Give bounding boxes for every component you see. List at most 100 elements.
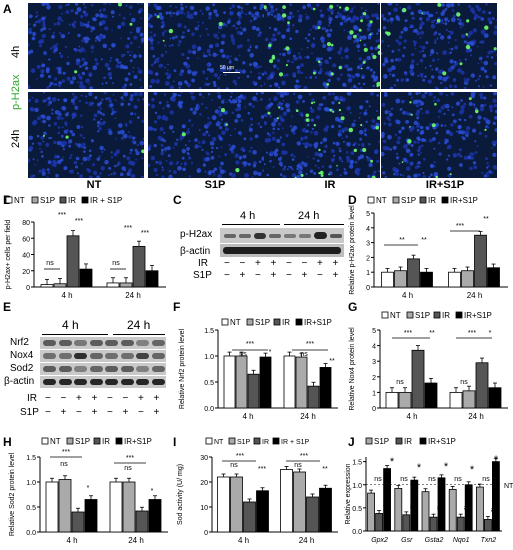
legend-swatch [441, 196, 449, 204]
panel-label-f: F [173, 300, 181, 314]
y-tick-label: 30 [200, 455, 208, 462]
blot-e-protein-sod2: Sod2 [10, 363, 34, 374]
micrograph-s1p-24h [148, 92, 264, 178]
y-tick-label: 4 [366, 226, 370, 233]
blot-c-time-4h: 4 h [240, 210, 256, 222]
blot-c-protein-ph2ax: p-H2ax [180, 229, 213, 240]
significance-label: * [87, 485, 90, 492]
bar [420, 271, 433, 288]
x-tick-label: 24 h [128, 536, 144, 545]
legend-swatch [228, 437, 236, 445]
significance-label: # [491, 507, 495, 514]
legend-swatch [272, 437, 280, 445]
bar [407, 258, 420, 288]
bar [217, 476, 230, 533]
y-tick-label: 60 [22, 236, 30, 243]
bar [475, 362, 489, 409]
bar [235, 355, 248, 409]
sign: + [153, 407, 160, 418]
y-tick-label: 0 [204, 530, 208, 537]
y-axis-label: Relative Sod2 protein level [9, 452, 16, 536]
bar [295, 356, 308, 409]
bar [383, 468, 391, 532]
col-label-nt: NT [86, 179, 102, 191]
legend-swatch [406, 311, 414, 319]
bar [79, 268, 93, 288]
sign: − [60, 393, 67, 404]
blot-c-s1p-label: S1P [193, 270, 212, 281]
x-tick-label: 4 h [66, 536, 77, 545]
panel-label-j: J [348, 435, 355, 449]
y-axis-label: Relative p-H2ax protein level [349, 205, 356, 295]
bar [411, 349, 425, 409]
chart-b: 0 20 40 60 80 p-H2ax+ cells per field 4 h 24 h N… [5, 196, 166, 300]
legend-label: S1P [75, 437, 90, 446]
blot-e-line-24h [113, 334, 165, 335]
y-tick-label: 1.5 [352, 460, 362, 467]
sign: − [301, 258, 308, 269]
scale-bar [223, 72, 240, 73]
y-tick-label: 0.5 [204, 380, 214, 387]
sign: − [255, 270, 261, 281]
y-tick-label: 0 [26, 285, 30, 292]
micrograph-ir-s1p-24h [381, 92, 497, 178]
blot-c-time-24h: 24 h [298, 210, 320, 222]
significance-label: ** [421, 237, 427, 244]
significance-label: * [489, 330, 492, 337]
micrograph-ir-24h [264, 92, 380, 178]
significance-label: ** [483, 216, 489, 223]
x-tick-label: Gpx2 [371, 537, 388, 544]
significance-label: ns [400, 476, 408, 483]
bar [40, 284, 54, 288]
legend-swatch [66, 437, 74, 445]
legend-label: IR [102, 437, 110, 446]
y-tick-label: 80 [22, 220, 30, 227]
y-tick-label: 1.0 [26, 480, 36, 487]
bar [145, 270, 159, 288]
sign: − [122, 393, 129, 404]
legend-label: NT [230, 318, 241, 327]
sign: − [76, 407, 82, 418]
blot-c-ir-label: IR [198, 258, 208, 269]
legend-label: IR+S1P [124, 437, 152, 446]
legend-label: IR [428, 196, 436, 205]
x-tick-label: Gsr [401, 537, 413, 544]
blot-e-time-4h: 4 h [62, 318, 79, 332]
panel-label-i: I [173, 435, 177, 449]
y-axis-label: Relative Nrf2 protein level [179, 328, 186, 409]
significance-label: *** [468, 330, 476, 337]
chart-d: 0 1 2 3 4 5 Relative p-H2ax protein level 4 h 24… [349, 196, 508, 300]
col-label-irs1p: IR+S1P [425, 179, 465, 191]
bar [487, 267, 500, 288]
bar [283, 355, 296, 409]
sign: + [332, 258, 339, 269]
legend-swatch [31, 196, 39, 204]
blot-c-line-24h [284, 224, 344, 225]
sign: − [45, 407, 51, 418]
y-tick-label: 0 [372, 406, 376, 413]
sign: − [286, 258, 292, 269]
significance-label: * [494, 454, 499, 466]
significance-label: * [417, 462, 422, 474]
significance-label: *** [300, 453, 308, 460]
y-tick-label: 0.0 [204, 406, 214, 413]
bar [319, 487, 332, 533]
sign: − [224, 270, 230, 281]
blot-e-line-4h [42, 334, 108, 335]
significance-label: *** [456, 223, 464, 230]
sign: − [107, 393, 113, 404]
panel-label-e: E [3, 300, 12, 314]
bar [58, 479, 72, 533]
x-tick-label: 24 h [300, 412, 316, 421]
legend-swatch [273, 318, 281, 326]
significance-label: *** [258, 466, 266, 473]
significance-label: * [470, 464, 475, 476]
legend-label: NT [390, 311, 401, 320]
y-tick-label: 4 [372, 344, 376, 351]
x-tick-label: Nqo1 [453, 537, 470, 544]
blot-e-membrane-Nrf2 [40, 337, 166, 349]
y-tick-label: 5 [366, 211, 370, 218]
x-tick-label: 24 h [468, 412, 484, 421]
bar [53, 283, 67, 288]
y-tick-label: 1.0 [204, 354, 214, 361]
